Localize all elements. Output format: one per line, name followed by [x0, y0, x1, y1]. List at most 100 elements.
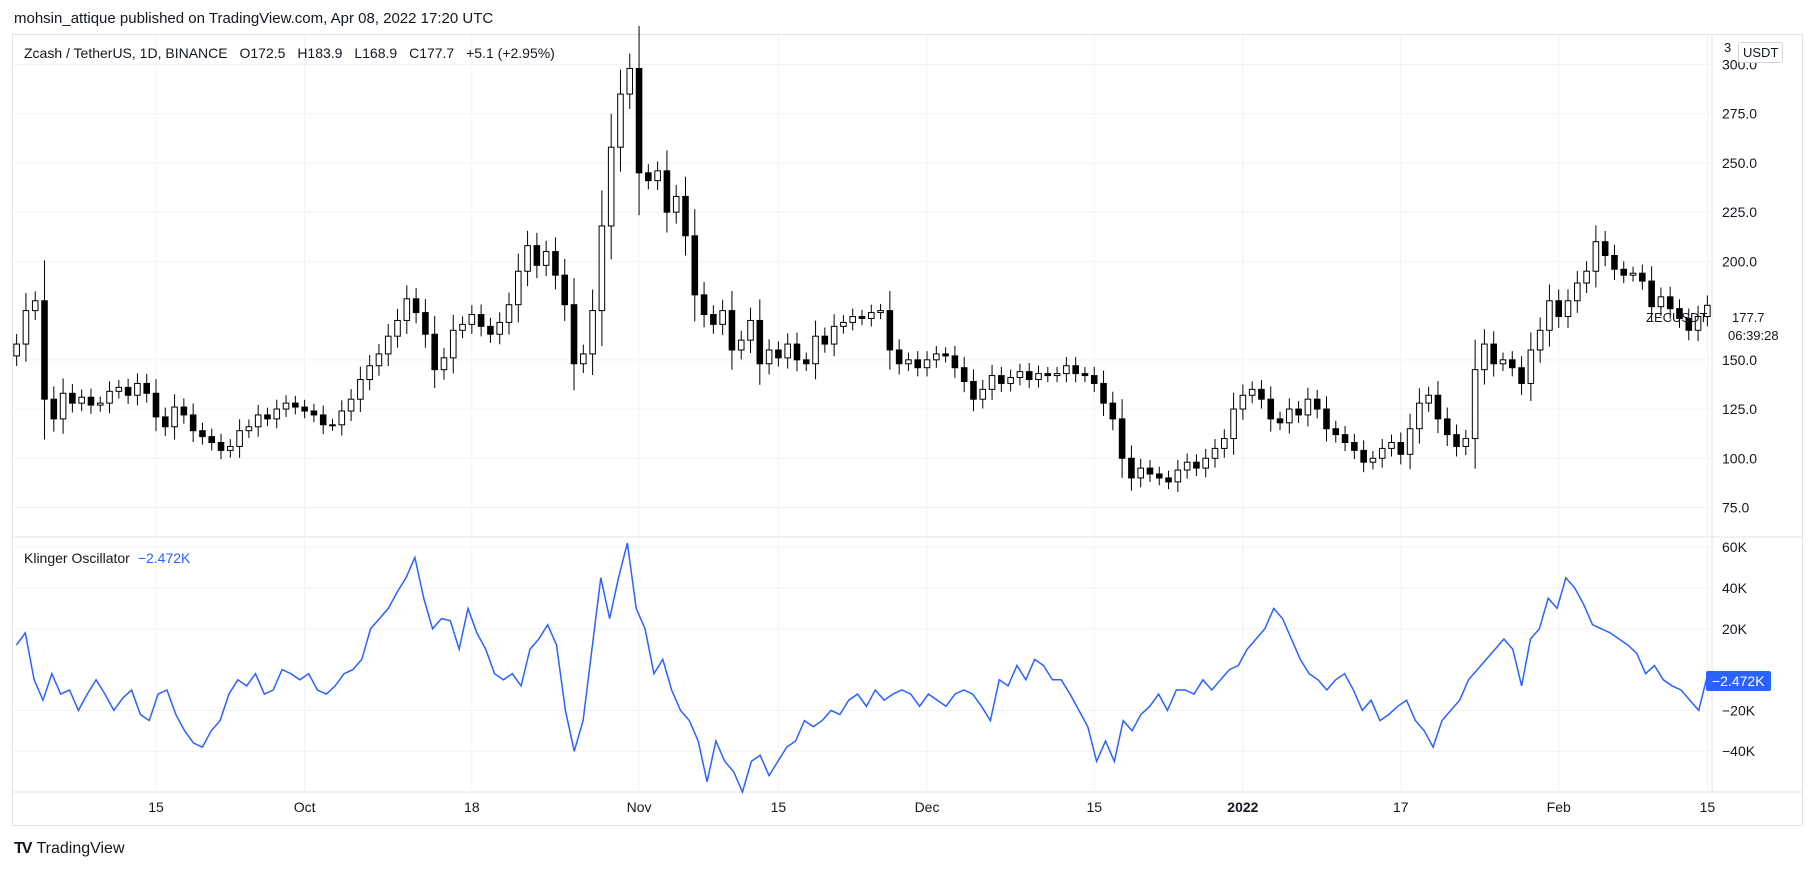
candle-body	[691, 235, 699, 296]
time-tick-label: Nov	[627, 799, 652, 815]
candle	[69, 383, 76, 413]
candle-body	[914, 359, 922, 369]
candle-body	[1230, 408, 1237, 440]
candle-body	[672, 195, 680, 213]
candle-body	[487, 325, 494, 335]
candle-body	[1267, 398, 1275, 420]
candle	[1583, 261, 1590, 294]
candle-body	[1685, 317, 1693, 331]
candle	[524, 230, 531, 287]
candle-body	[394, 319, 401, 337]
price-tick-label: 200.0	[1722, 253, 1757, 269]
candle	[59, 378, 67, 434]
ohlc-open: O172.5	[239, 45, 286, 61]
candle-body	[329, 424, 336, 427]
candle-body	[301, 406, 308, 412]
candle-body	[1137, 467, 1144, 479]
candle	[1462, 429, 1470, 456]
candle-body	[347, 398, 355, 412]
candle-body	[737, 339, 745, 351]
candle-body	[1453, 434, 1460, 447]
candle-body	[607, 146, 615, 227]
candle	[672, 185, 680, 224]
candle-body	[849, 316, 856, 323]
candle-body	[143, 382, 150, 394]
candle-body	[115, 386, 123, 392]
candle-body	[988, 375, 996, 390]
ko-value-badge: −2.472K	[1706, 671, 1771, 691]
candle-body	[895, 349, 903, 365]
candle	[1221, 429, 1228, 458]
candle	[31, 291, 39, 320]
ohlc-low: L168.9	[354, 45, 398, 61]
candle	[979, 380, 987, 409]
price-tick-label: 250.0	[1722, 155, 1757, 171]
candle-body	[570, 304, 578, 365]
candle-body	[69, 392, 76, 404]
candle	[849, 308, 856, 331]
candle-body	[1378, 447, 1386, 459]
candle-body	[1165, 477, 1172, 483]
candle	[1369, 450, 1377, 470]
ko-line	[15, 542, 1709, 795]
candle-body	[319, 414, 327, 426]
candle	[310, 403, 318, 423]
candle-body	[598, 225, 606, 312]
candle	[1239, 384, 1247, 420]
candle	[1611, 244, 1618, 280]
candle	[1629, 266, 1637, 282]
candle	[1378, 439, 1386, 468]
countdown-label: 06:39:28	[1728, 328, 1779, 343]
candle	[1666, 286, 1674, 319]
candle	[617, 69, 624, 172]
candle-body	[877, 310, 884, 314]
candle	[1397, 432, 1405, 465]
candle-body	[1304, 398, 1312, 416]
symbol-pair: Zcash / TetherUS, 1D, BINANCE	[24, 45, 228, 61]
candle-body	[1146, 467, 1154, 475]
candle	[700, 282, 708, 328]
candle	[227, 439, 234, 458]
ko-tick-label: −40K	[1722, 743, 1756, 759]
candle	[384, 324, 392, 367]
candle-body	[1564, 300, 1572, 318]
candle	[1388, 434, 1395, 457]
candle-body	[1611, 254, 1618, 270]
candle-body	[905, 359, 912, 365]
candle	[775, 341, 782, 367]
candle-body	[59, 392, 67, 420]
candle	[273, 399, 281, 429]
candle-body	[1471, 369, 1479, 440]
candle-body	[273, 408, 281, 420]
price-tick-label: 275.0	[1722, 106, 1757, 122]
candle	[1499, 352, 1507, 372]
candle	[440, 347, 448, 380]
candle	[505, 292, 513, 335]
candle	[1267, 386, 1275, 432]
candle	[1685, 308, 1693, 341]
candle	[1592, 225, 1600, 288]
symbol-legend[interactable]: Zcash / TetherUS, 1D, BINANCE O172.5 H18…	[24, 45, 555, 61]
candle-body	[1360, 449, 1367, 463]
candle	[1443, 407, 1451, 447]
candle-body	[468, 314, 476, 325]
candle	[1007, 369, 1014, 392]
candle	[988, 364, 996, 401]
candle-body	[1035, 373, 1042, 381]
ko-legend[interactable]: Klinger Oscillator −2.472K	[24, 550, 190, 566]
candle-body	[784, 343, 791, 359]
candle	[468, 305, 476, 334]
candle-body	[384, 335, 392, 355]
unit-currency-button[interactable]: USDT	[1738, 42, 1784, 63]
candlestick-series	[13, 26, 1711, 492]
candle-body	[1601, 241, 1609, 256]
candle	[1360, 440, 1367, 473]
price-axis: 300.0275.0250.0225.0200.0150.0125.0100.0…	[1722, 57, 1757, 516]
candle	[1053, 367, 1061, 383]
ko-axis: 60K 40K 20K −20K −40K	[1722, 539, 1756, 759]
ohlc-high: H183.9	[297, 45, 343, 61]
candle-body	[208, 436, 216, 444]
candle-body	[1183, 461, 1191, 471]
footer-brand[interactable]: TV TradingView	[14, 840, 125, 858]
